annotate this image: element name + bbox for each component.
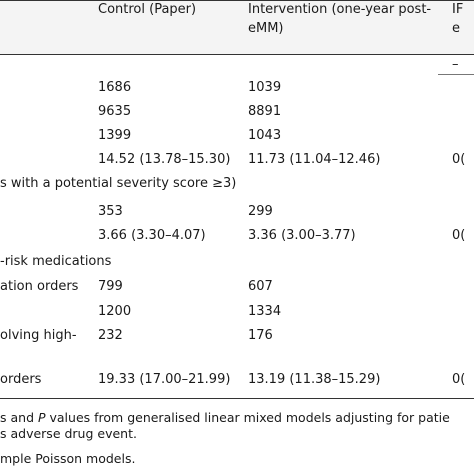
footnote-line2: s adverse drug event. bbox=[0, 426, 137, 441]
row-ir: 0( bbox=[452, 228, 466, 243]
row-intervention: 607 bbox=[248, 279, 273, 294]
row-control: 1200 bbox=[98, 304, 132, 319]
header-intervention-line1: Intervention (one-year post- bbox=[248, 2, 432, 17]
row-intervention: 8891 bbox=[248, 104, 282, 119]
header-ir-line2: e bbox=[452, 21, 460, 36]
top-rule bbox=[0, 0, 474, 1]
footnote-line1: s and P values from generalised linear m… bbox=[0, 410, 450, 425]
row-intervention: 11.73 (11.04–12.46) bbox=[248, 152, 381, 167]
row-intervention: 3.36 (3.00–3.77) bbox=[248, 228, 356, 243]
row-label: orders bbox=[0, 372, 42, 387]
row-control: 353 bbox=[98, 204, 123, 219]
footnote-line3: mple Poisson models. bbox=[0, 451, 136, 466]
row-intervention: 13.19 (11.38–15.29) bbox=[248, 372, 381, 387]
row-ir: 0( bbox=[452, 372, 466, 387]
bottom-rule bbox=[0, 398, 474, 399]
row-intervention: 1334 bbox=[248, 304, 282, 319]
row-intervention: 299 bbox=[248, 204, 273, 219]
row-control: 1686 bbox=[98, 80, 132, 95]
row-intervention: 176 bbox=[248, 328, 273, 343]
header-control: Control (Paper) bbox=[98, 2, 197, 17]
row-intervention: 1043 bbox=[248, 128, 282, 143]
row-control: 799 bbox=[98, 279, 123, 294]
row-control: 232 bbox=[98, 328, 123, 343]
header-dash: – bbox=[452, 57, 459, 72]
row-intervention: 1039 bbox=[248, 80, 282, 95]
row-control: 1399 bbox=[98, 128, 132, 143]
row-control: 19.33 (17.00–21.99) bbox=[98, 372, 231, 387]
row-label: ation orders bbox=[0, 279, 79, 294]
spanner-rule bbox=[438, 74, 474, 75]
row-label: olving high- bbox=[0, 328, 77, 343]
row-ir: 0( bbox=[452, 152, 466, 167]
row-control: 9635 bbox=[98, 104, 132, 119]
row-label: s with a potential severity score ≥3) bbox=[0, 176, 237, 191]
row-label: -risk medications bbox=[0, 254, 112, 269]
row-control: 14.52 (13.78–15.30) bbox=[98, 152, 231, 167]
header-ir-line1: IF bbox=[452, 2, 464, 17]
header-intervention-line2: eMM) bbox=[248, 21, 284, 36]
header-rule bbox=[0, 54, 474, 55]
header-band bbox=[0, 0, 474, 54]
row-control: 3.66 (3.30–4.07) bbox=[98, 228, 206, 243]
